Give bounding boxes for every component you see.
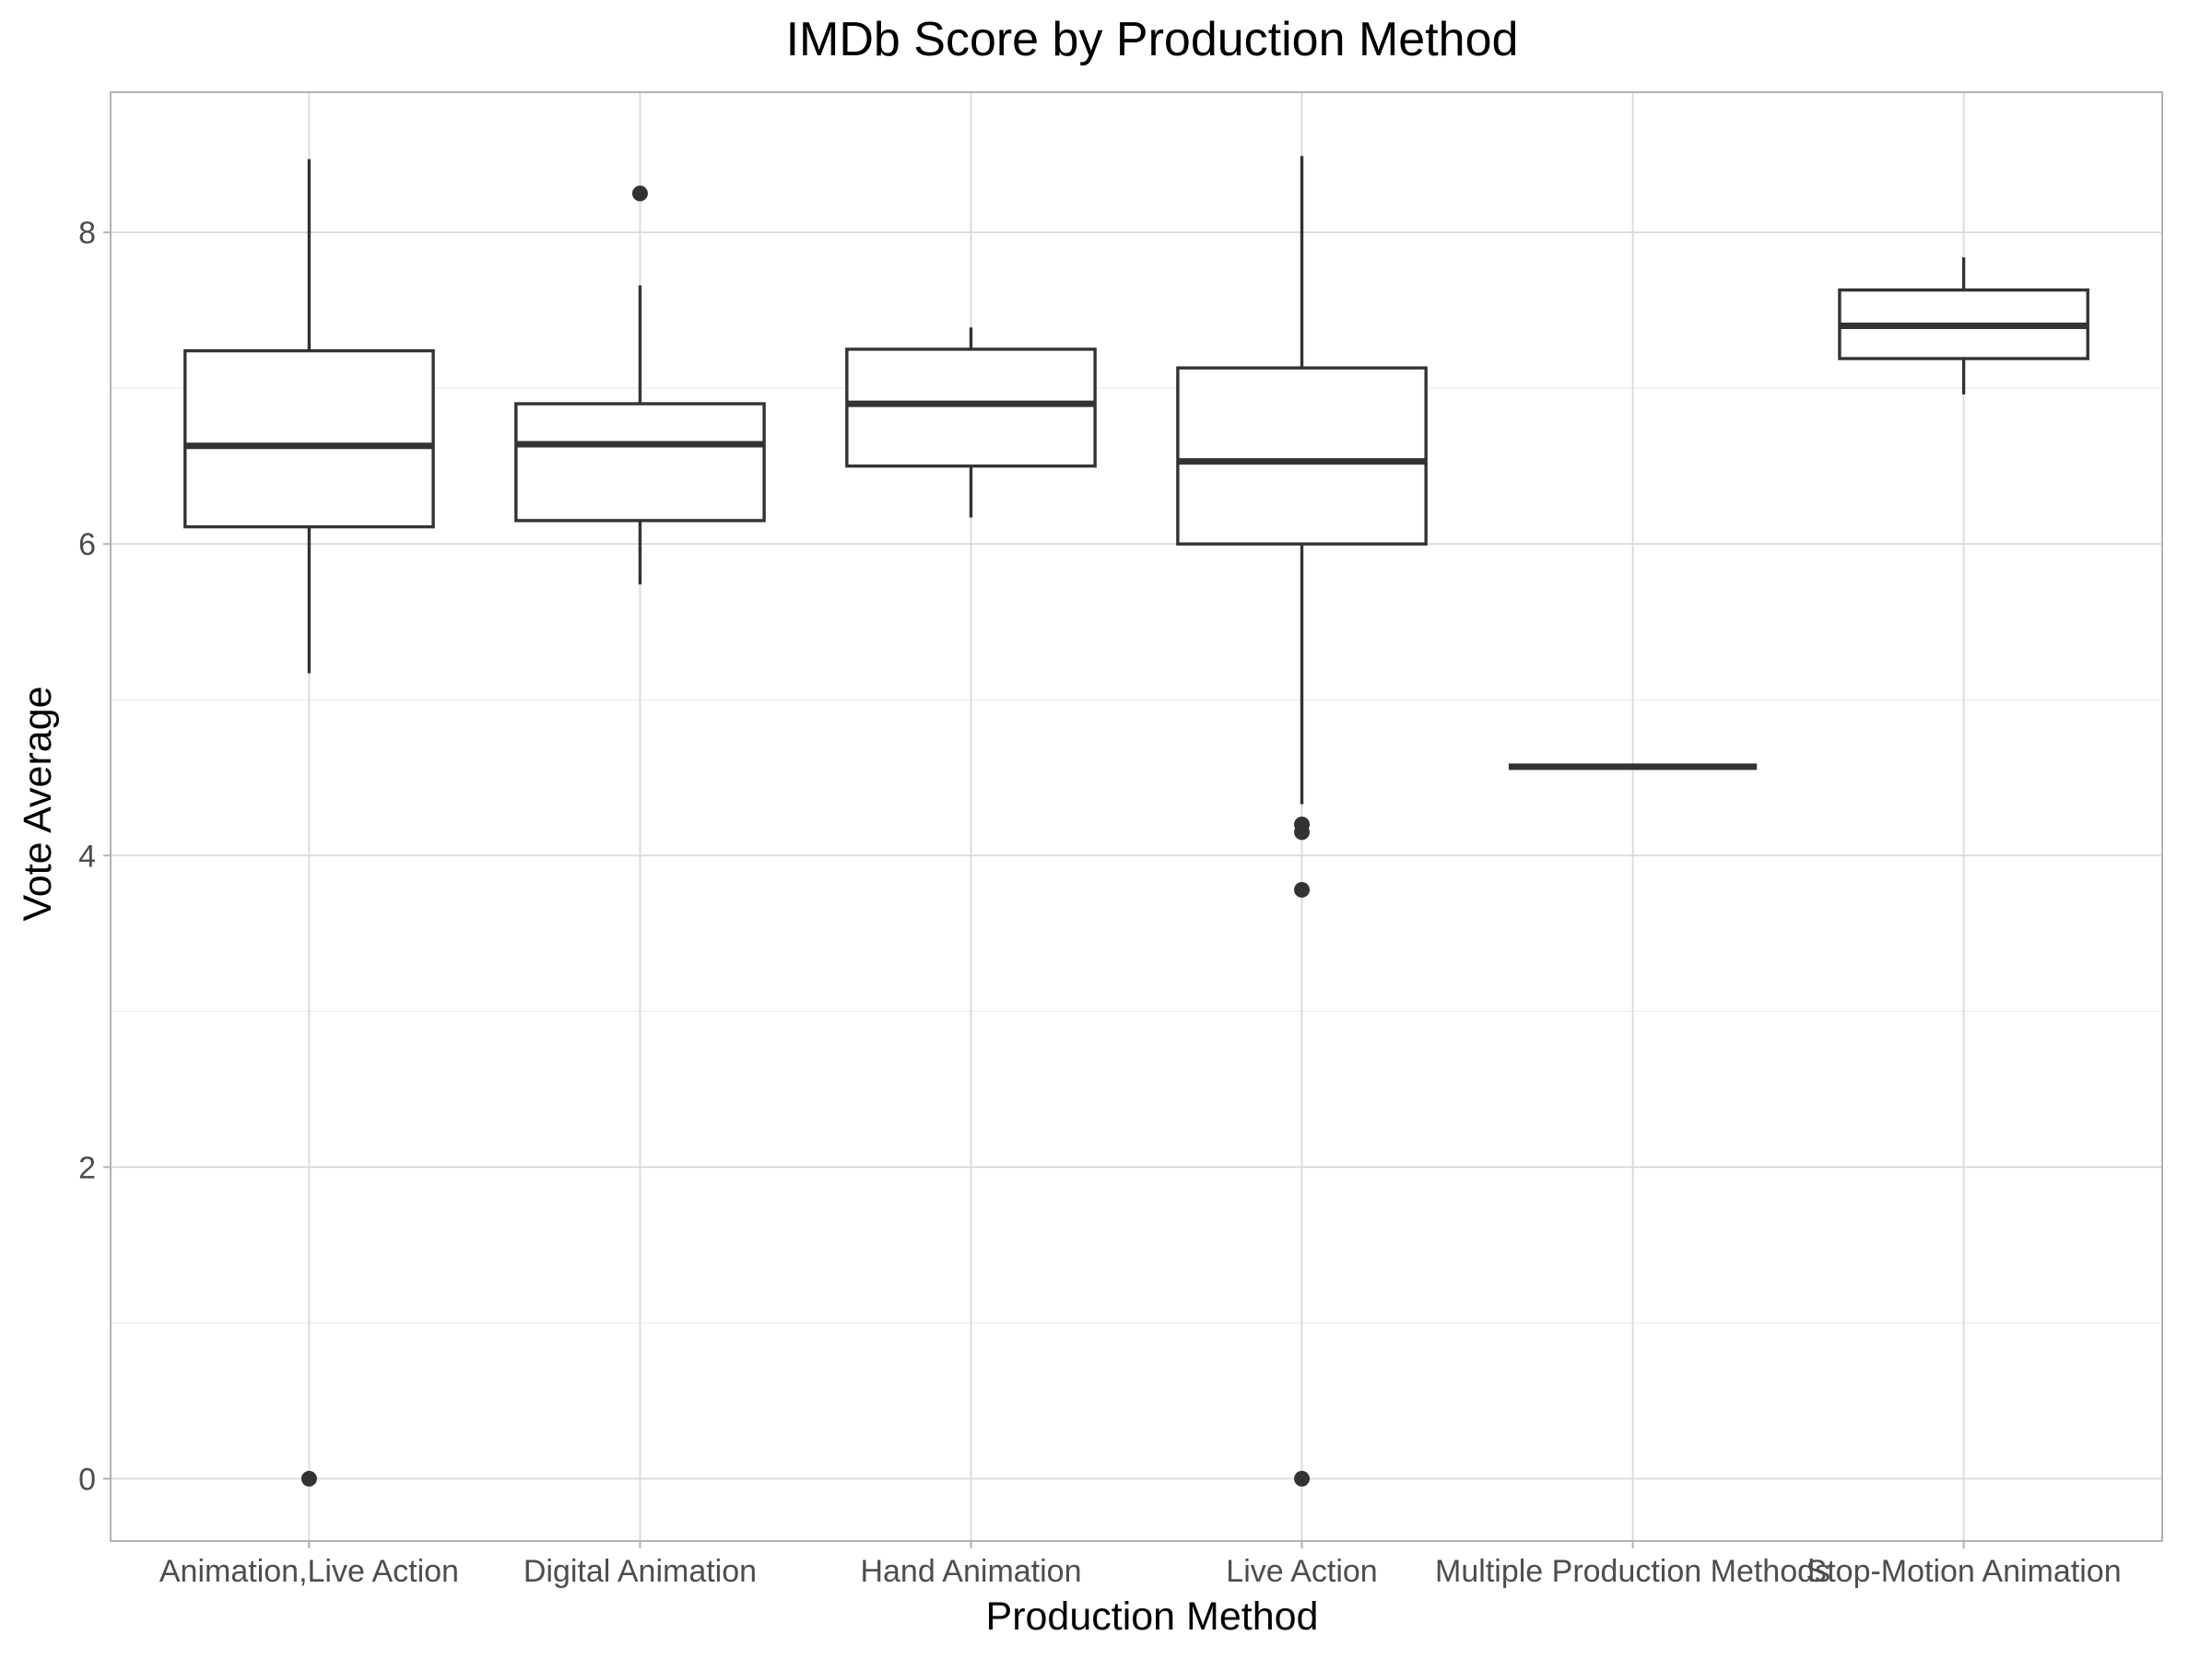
axes: 0 2 4 6 8 Animation,Live Action Digital Animat… bbox=[78, 216, 2122, 1589]
box-group bbox=[845, 327, 1097, 518]
y-tick-label: 6 bbox=[78, 527, 96, 562]
outlier-point bbox=[631, 185, 648, 202]
y-tick-label: 2 bbox=[78, 1150, 96, 1185]
x-tick-label: Digital Animation bbox=[524, 1554, 757, 1589]
x-tick-label: Stop-Motion Animation bbox=[1806, 1554, 2122, 1589]
iqr-box bbox=[845, 347, 1097, 468]
outlier-point bbox=[1294, 1470, 1311, 1487]
chart-title: IMDb Score by Production Method bbox=[786, 13, 1519, 66]
y-tick-label: 8 bbox=[78, 216, 96, 251]
y-tick-label: 0 bbox=[78, 1462, 96, 1497]
x-tick-label: Live Action bbox=[1226, 1554, 1377, 1589]
x-tick-label: Animation,Live Action bbox=[159, 1554, 459, 1589]
y-tick-label: 4 bbox=[78, 839, 96, 874]
box-group bbox=[514, 185, 766, 585]
outlier-point bbox=[1294, 881, 1311, 898]
iqr-box bbox=[514, 402, 766, 523]
box-group bbox=[1176, 156, 1428, 1487]
box-plot-series bbox=[183, 156, 2089, 1487]
y-axis-title: Vote Average bbox=[16, 686, 60, 921]
x-axis-title: Production Method bbox=[986, 1594, 1319, 1639]
iqr-box bbox=[1176, 366, 1428, 546]
box-group bbox=[183, 159, 435, 1487]
iqr-box bbox=[183, 348, 435, 529]
plot-panel bbox=[110, 91, 2163, 1542]
x-tick-label: Hand Animation bbox=[860, 1554, 1081, 1589]
x-tick-label: Multiple Production Methods bbox=[1435, 1554, 1830, 1589]
box-group bbox=[1838, 257, 2089, 394]
outlier-point bbox=[1294, 824, 1311, 841]
outlier-point bbox=[300, 1470, 317, 1487]
